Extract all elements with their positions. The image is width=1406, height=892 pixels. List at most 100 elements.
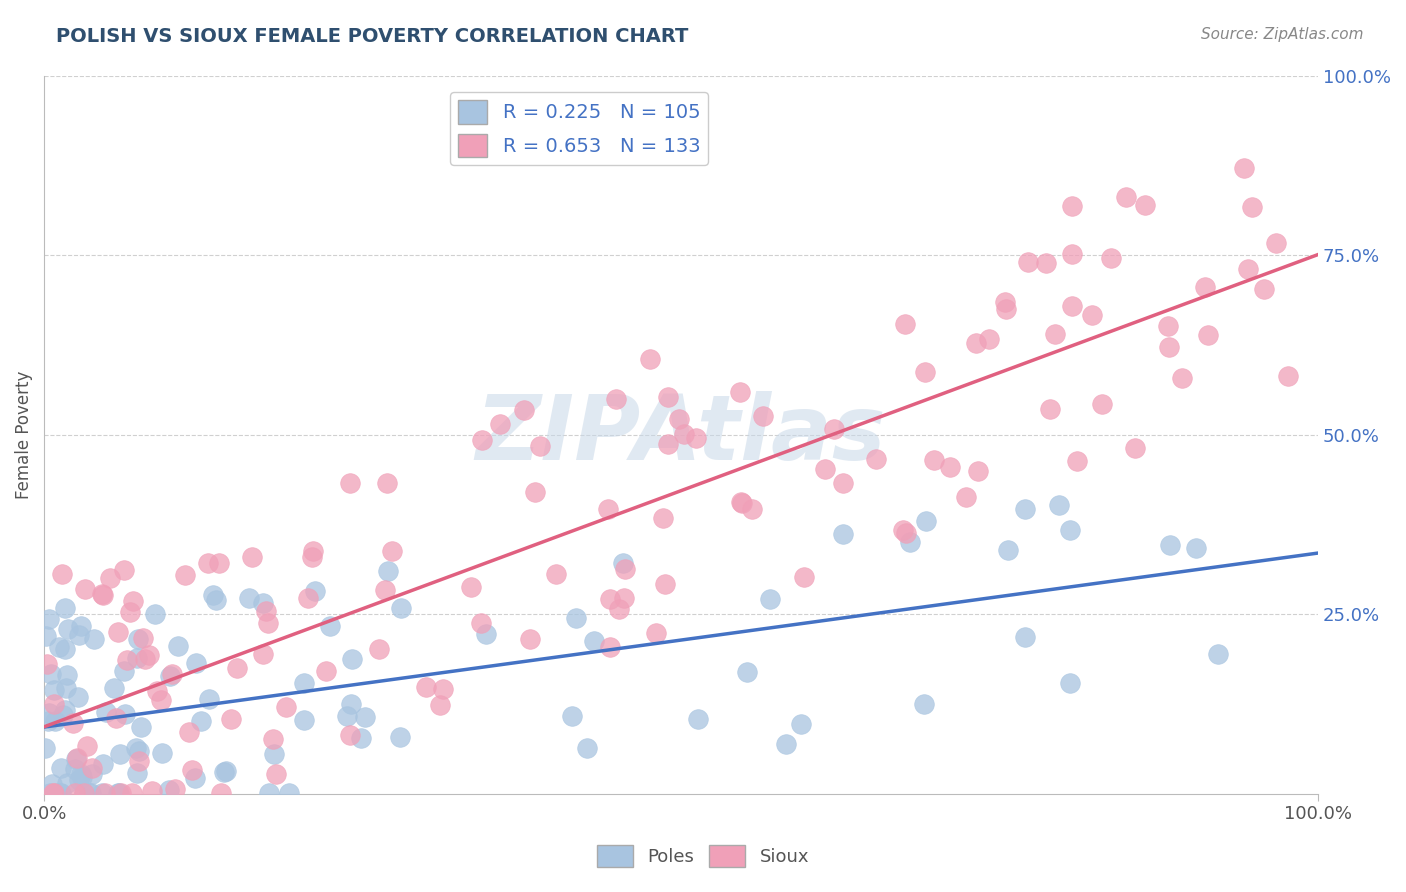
Point	[73, 786, 96, 800]
Point	[301, 549, 323, 564]
Point	[304, 583, 326, 598]
Point	[752, 409, 775, 424]
Point	[160, 667, 183, 681]
Point	[1039, 401, 1062, 416]
Point	[759, 592, 782, 607]
Point	[76, 739, 98, 753]
Point	[79, 786, 101, 800]
Point	[375, 475, 398, 490]
Point	[66, 690, 89, 704]
Point	[70, 767, 93, 781]
Point	[163, 782, 186, 797]
Point	[775, 737, 797, 751]
Point	[263, 732, 285, 747]
Point	[1157, 340, 1180, 354]
Point	[898, 534, 921, 549]
Point	[1035, 256, 1057, 270]
Point	[292, 713, 315, 727]
Point	[1197, 328, 1219, 343]
Point	[685, 431, 707, 445]
Point	[730, 494, 752, 508]
Point	[368, 641, 391, 656]
Point	[107, 786, 129, 800]
Point	[42, 697, 65, 711]
Point	[336, 708, 359, 723]
Point	[1115, 190, 1137, 204]
Point	[939, 459, 962, 474]
Point	[967, 464, 990, 478]
Point	[73, 786, 96, 800]
Point	[34, 740, 56, 755]
Point	[44, 786, 66, 800]
Point	[37, 714, 59, 728]
Point	[38, 706, 60, 720]
Point	[56, 776, 79, 790]
Point	[157, 782, 180, 797]
Point	[110, 786, 132, 800]
Point	[460, 580, 482, 594]
Point	[614, 562, 637, 576]
Point	[997, 543, 1019, 558]
Point	[1059, 676, 1081, 690]
Point	[1014, 502, 1036, 516]
Point	[731, 496, 754, 510]
Point	[389, 600, 412, 615]
Point	[35, 629, 58, 643]
Point	[277, 786, 299, 800]
Point	[374, 582, 396, 597]
Point	[197, 556, 219, 570]
Point	[596, 502, 619, 516]
Point	[63, 786, 86, 800]
Point	[668, 411, 690, 425]
Point	[238, 591, 260, 605]
Point	[955, 490, 977, 504]
Point	[292, 675, 315, 690]
Point	[339, 728, 361, 742]
Point	[264, 766, 287, 780]
Point	[979, 332, 1001, 346]
Point	[1236, 261, 1258, 276]
Point	[389, 730, 412, 744]
Point	[46, 786, 69, 800]
Point	[1253, 282, 1275, 296]
Point	[544, 567, 567, 582]
Point	[58, 622, 80, 636]
Point	[790, 716, 813, 731]
Text: Source: ZipAtlas.com: Source: ZipAtlas.com	[1201, 27, 1364, 42]
Point	[657, 390, 679, 404]
Point	[63, 762, 86, 776]
Point	[141, 784, 163, 798]
Legend: R = 0.225   N = 105, R = 0.653   N = 133: R = 0.225 N = 105, R = 0.653 N = 133	[450, 93, 709, 165]
Point	[432, 682, 454, 697]
Point	[112, 664, 135, 678]
Point	[66, 751, 89, 765]
Point	[340, 698, 363, 712]
Point	[1233, 161, 1256, 176]
Point	[94, 786, 117, 800]
Point	[1043, 326, 1066, 341]
Point	[120, 606, 142, 620]
Point	[53, 703, 76, 717]
Point	[1066, 454, 1088, 468]
Point	[70, 619, 93, 633]
Point	[174, 568, 197, 582]
Point	[613, 591, 636, 605]
Point	[728, 384, 751, 399]
Point	[564, 611, 586, 625]
Point	[645, 625, 668, 640]
Point	[894, 318, 917, 332]
Point	[42, 786, 65, 800]
Point	[894, 526, 917, 541]
Point	[93, 588, 115, 602]
Point	[44, 714, 66, 729]
Point	[201, 588, 224, 602]
Point	[39, 667, 62, 681]
Point	[167, 640, 190, 654]
Point	[1047, 498, 1070, 512]
Point	[51, 786, 73, 800]
Point	[1080, 308, 1102, 322]
Point	[91, 586, 114, 600]
Point	[128, 755, 150, 769]
Point	[415, 680, 437, 694]
Point	[226, 661, 249, 675]
